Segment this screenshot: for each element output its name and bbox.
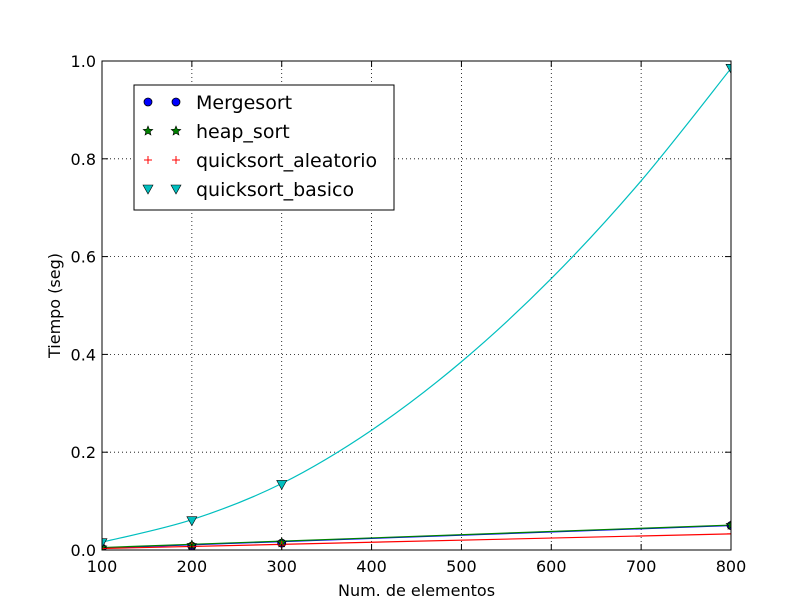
legend-marker: [143, 97, 153, 107]
x-tick-label: 500: [446, 557, 477, 576]
y-tick-label: 0.0: [71, 541, 96, 560]
x-tick-label: 700: [626, 557, 657, 576]
series-lines: [102, 67, 731, 550]
y-tick-label: 1.0: [71, 52, 96, 71]
data-point-quicksort_aleatorio: [102, 544, 106, 550]
data-point-quicksort_basico: [102, 538, 108, 549]
y-tick-label: 0.4: [71, 345, 96, 364]
y-tick-label: 0.8: [71, 150, 96, 169]
y-tick-label: 0.2: [71, 443, 96, 462]
data-point-quicksort_basico: [186, 516, 198, 527]
axis-ticks: 100 200 300 400 500 600 700 800 0.0 0.2 0.4 0.6 0.8 1…: [71, 52, 747, 576]
data-point-quicksort_aleatorio: [727, 529, 731, 538]
legend-marker: [170, 184, 182, 195]
legend-marker: [172, 156, 180, 164]
x-axis-label: Num. de elementos: [338, 581, 495, 600]
legend-marker: [142, 184, 154, 195]
x-tick-label: 400: [356, 557, 387, 576]
y-axis-label: Tiempo (seg): [45, 253, 64, 359]
x-tick-label: 600: [536, 557, 567, 576]
legend-marker: [170, 125, 182, 136]
legend-marker: [144, 156, 152, 164]
x-tick-label: 200: [177, 557, 208, 576]
legend-label: Mergesort: [196, 92, 292, 114]
series-line-heap_sort: [102, 524, 731, 549]
legend-marker: [171, 97, 181, 107]
series-line-quicksort_basico: [102, 67, 731, 543]
x-tick-label: 800: [716, 557, 747, 576]
series-line-quicksort_aleatorio: [102, 533, 731, 550]
legend: Mergesort heap_sort quicksort_aleatorioqui…: [133, 84, 395, 211]
data-point-quicksort_basico: [276, 480, 288, 491]
legend-label: quicksort_aleatorio: [196, 150, 377, 172]
legend-label: heap_sort: [196, 121, 290, 143]
data-point-quicksort_basico: [725, 64, 731, 74]
legend-marker: [142, 125, 154, 136]
plot-frame: [101, 60, 732, 551]
legend-label: quicksort_basico: [196, 179, 354, 201]
x-tick-label: 100: [87, 557, 118, 576]
y-tick-label: 0.6: [71, 248, 96, 267]
data-point-heap_sort: [725, 519, 731, 530]
x-tick-label: 300: [266, 557, 297, 576]
